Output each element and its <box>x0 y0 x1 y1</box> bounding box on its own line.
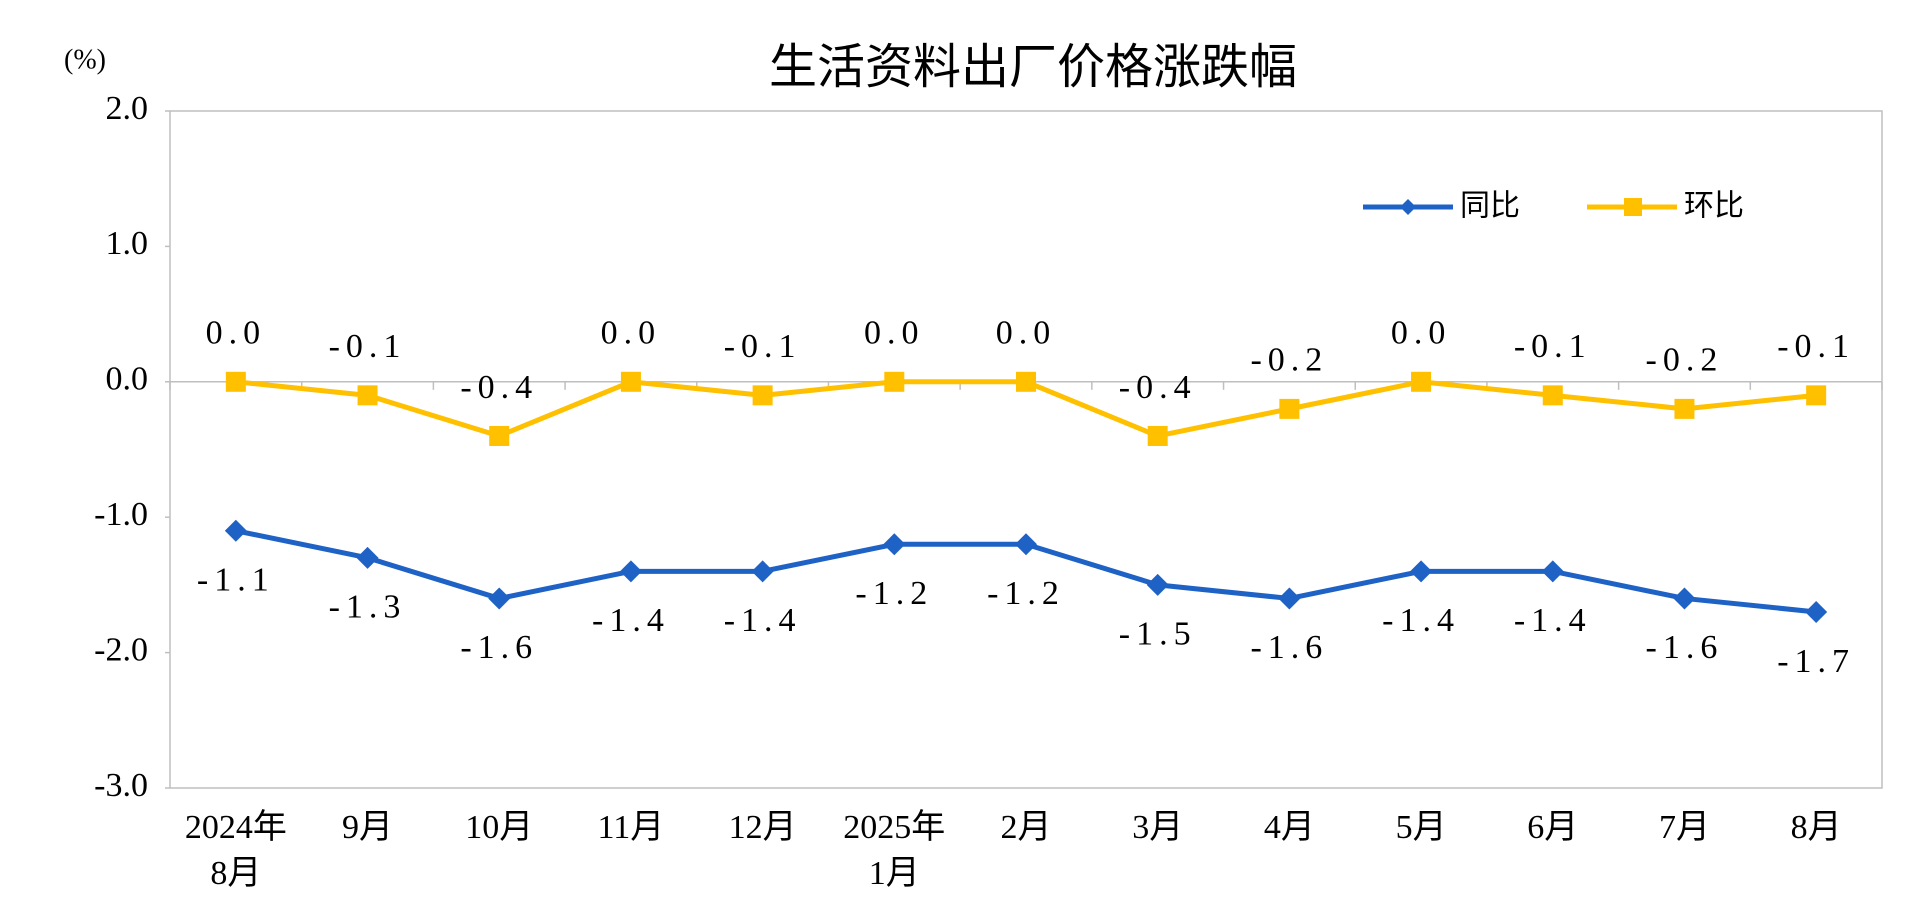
x-tick-label: 6月 <box>1527 809 1578 846</box>
data-label: -1.4 <box>592 602 670 639</box>
x-tick-label: 3月 <box>1132 809 1183 846</box>
point-marker <box>1015 533 1037 556</box>
data-label: 0.0 <box>996 315 1057 352</box>
point-marker <box>1146 573 1169 596</box>
point-marker <box>1673 587 1696 610</box>
data-label: -1.5 <box>1119 616 1197 653</box>
y-tick-label: 0.0 <box>106 361 149 398</box>
legend-marker <box>1400 199 1416 215</box>
legend-label: 同比 <box>1460 189 1520 224</box>
x-tick-label: 8月 <box>1791 809 1842 846</box>
data-label: -0.1 <box>329 328 407 365</box>
data-label: -1.6 <box>1646 629 1724 666</box>
data-label: 0.0 <box>206 315 267 352</box>
y-tick-label: -2.0 <box>94 631 148 668</box>
data-label: -1.3 <box>329 589 407 626</box>
x-tick-label: 11月 <box>598 809 665 846</box>
point-marker <box>751 560 774 583</box>
data-label: -1.7 <box>1777 643 1855 680</box>
point-marker <box>619 560 642 583</box>
data-label: -1.2 <box>987 575 1065 612</box>
point-marker <box>1805 600 1828 623</box>
data-label: -0.2 <box>1646 342 1724 379</box>
point-marker <box>1147 425 1168 446</box>
point-marker <box>1411 371 1432 392</box>
legend-label: 环比 <box>1684 189 1744 224</box>
point-marker <box>356 546 379 569</box>
x-tick-label: 2024年 8月 <box>185 808 287 892</box>
data-label: -0.1 <box>1777 328 1855 365</box>
point-marker <box>884 371 905 392</box>
data-label: -1.4 <box>1514 602 1592 639</box>
x-tick-label: 2025年 1月 <box>843 808 945 892</box>
data-label: -0.4 <box>1119 369 1197 406</box>
point-marker <box>224 519 247 542</box>
point-marker <box>1279 398 1300 419</box>
data-label: -0.2 <box>1250 342 1328 379</box>
data-label: -0.1 <box>1514 328 1592 365</box>
point-marker <box>1674 398 1695 419</box>
x-tick-label: 5月 <box>1396 809 1447 846</box>
data-label: -1.6 <box>460 629 538 666</box>
point-marker <box>489 425 510 446</box>
data-label: -1.1 <box>197 562 275 599</box>
data-label: -0.4 <box>460 369 538 406</box>
x-tick-label: 10月 <box>465 809 533 846</box>
point-marker <box>1278 587 1301 610</box>
point-marker <box>1410 560 1433 583</box>
point-marker <box>620 371 641 392</box>
chart-title: 生活资料出厂价格涨跌幅 <box>769 39 1297 95</box>
point-marker <box>357 385 378 406</box>
point-marker <box>1542 385 1563 406</box>
x-tick-label: 4月 <box>1264 809 1315 846</box>
x-tick-label: 2月 <box>1001 809 1052 846</box>
point-marker <box>1541 560 1564 583</box>
data-label: 0.0 <box>601 315 662 352</box>
point-marker <box>488 587 511 610</box>
data-label: -1.2 <box>855 575 933 612</box>
point-marker <box>1806 385 1827 406</box>
data-label: 0.0 <box>1391 315 1452 352</box>
data-label: -1.6 <box>1250 629 1328 666</box>
y-tick-label: -1.0 <box>94 496 148 533</box>
y-unit: (%) <box>64 44 106 75</box>
data-label: -0.1 <box>724 328 802 365</box>
data-label: 0.0 <box>864 315 925 352</box>
y-tick-label: 2.0 <box>106 90 149 127</box>
x-tick-label: 7月 <box>1659 809 1710 846</box>
plot-frame <box>169 110 1883 789</box>
point-marker <box>883 533 906 556</box>
y-tick-label: -3.0 <box>94 767 148 804</box>
x-tick-label: 9月 <box>342 809 393 846</box>
y-tick-label: 1.0 <box>106 225 149 262</box>
point-marker <box>225 371 246 392</box>
data-label: -1.4 <box>724 602 802 639</box>
data-label: -1.4 <box>1382 602 1460 639</box>
x-tick-label: 12月 <box>729 809 797 846</box>
point-marker <box>752 385 773 406</box>
legend-marker <box>1624 198 1642 216</box>
point-marker <box>1016 371 1036 392</box>
